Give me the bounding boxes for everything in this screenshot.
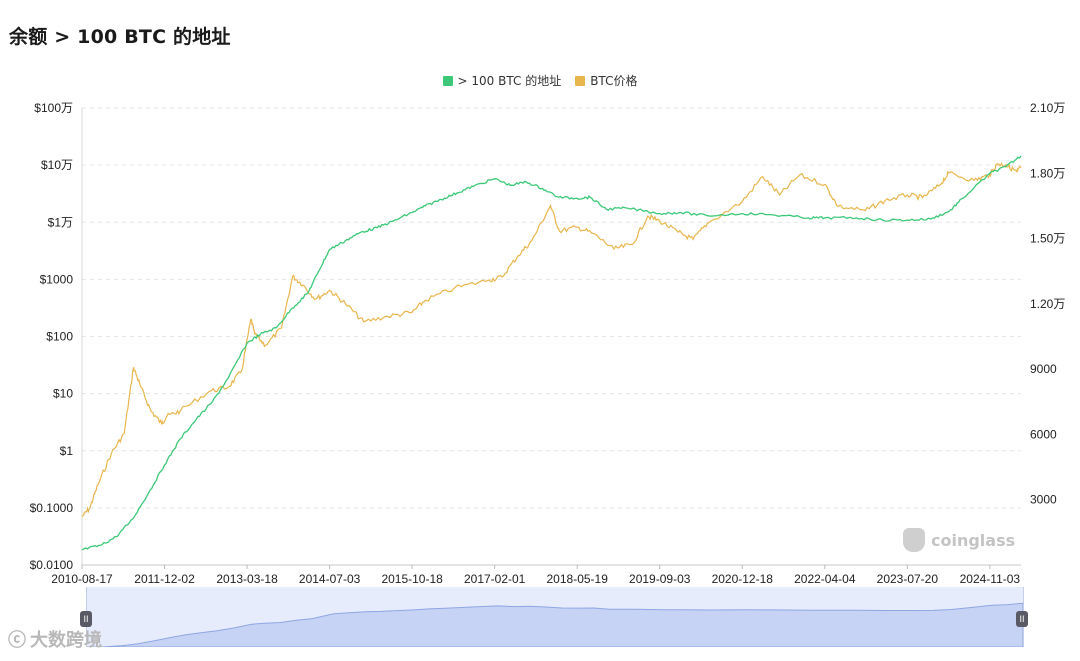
y-right-tick-label: 1.50万 [1030,232,1065,246]
range-handle-right[interactable]: II [1016,611,1028,627]
y-right-tick-label: 6000 [1030,427,1057,441]
coinglass-watermark-text: coinglass [931,530,1016,550]
x-tick-label: 2010-08-17 [51,572,113,586]
series-line-addresses [81,155,1022,551]
x-tick-label: 2018-05-19 [547,572,609,586]
y-left-tick-label: $1000 [40,272,74,286]
range-navigator[interactable] [86,587,1024,648]
y-right-tick-label: 1.20万 [1030,297,1065,311]
navigator-area [86,602,1024,648]
x-tick-label: 2014-07-03 [299,572,361,586]
y-left-tick-label: $10 [53,387,73,401]
legend-label-price: BTC价格 [590,74,638,88]
x-tick-label: 2024-11-03 [960,572,1021,586]
legend-swatch-addresses [442,75,453,86]
chart-legend: > 100 BTC 的地址 BTC价格 [0,72,1080,89]
x-tick-label: 2022-04-04 [794,572,856,586]
y-left-tick-label: $100万 [34,101,73,115]
coinglass-logo-icon [903,528,925,552]
y-left-tick-label: $10万 [41,158,73,172]
y-left-tick-label: $100 [46,330,73,344]
x-tick-label: 2017-02-01 [464,572,526,586]
y-right-tick-label: 9000 [1030,362,1057,376]
coinglass-watermark: coinglass [903,528,1015,552]
legend-swatch-price [575,75,586,86]
x-tick-label: 2015-10-18 [381,572,443,586]
y-right-tick-label: 2.10万 [1030,101,1065,115]
series-line-btc-price [81,162,1022,518]
y-left-tick-label: $0.1000 [30,501,74,515]
corner-watermark: ⓒ 大数跨境 [8,626,102,652]
x-tick-label: 2011-12-02 [134,572,195,586]
legend-item-price[interactable]: BTC价格 [575,72,637,89]
corner-watermark-text: 大数跨境 [30,630,102,651]
legend-item-addresses[interactable]: > 100 BTC 的地址 [442,72,562,89]
y-right-tick-label: 1.80万 [1030,166,1065,180]
x-tick-label: 2019-09-03 [629,572,691,586]
y-left-tick-label: $1 [60,444,74,458]
x-tick-label: 2023-07-20 [877,572,939,586]
navigator-preview [86,602,1024,648]
range-handle-left[interactable]: II [80,611,92,627]
y-left-tick-label: $1万 [48,215,73,229]
page-title: 余额 > 100 BTC 的地址 [9,26,231,48]
x-tick-label: 2013-03-18 [216,572,278,586]
legend-label-addresses: > 100 BTC 的地址 [457,74,562,88]
y-left-tick-label: $0.0100 [30,558,74,572]
y-right-tick-label: 3000 [1030,493,1057,507]
x-tick-label: 2020-12-18 [712,572,774,586]
corner-watermark-icon: ⓒ [8,630,26,651]
